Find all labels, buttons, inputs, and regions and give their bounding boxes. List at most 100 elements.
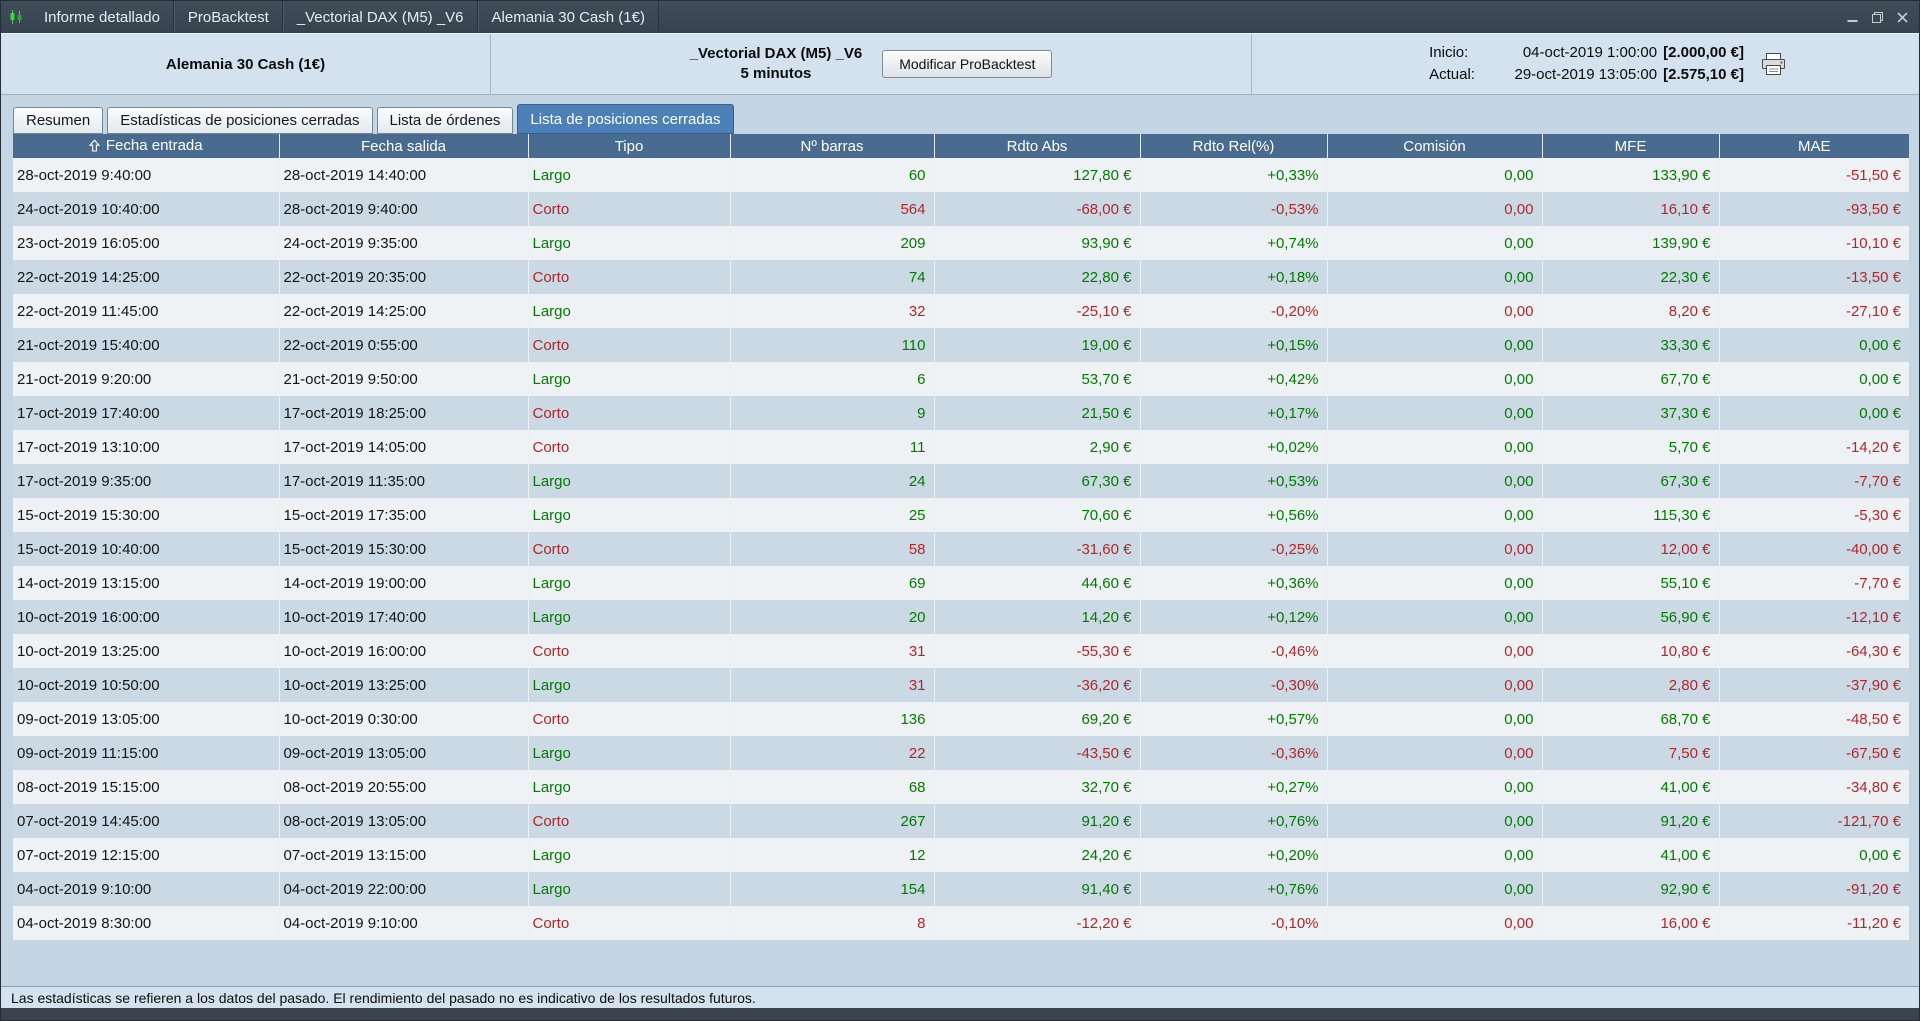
cell-rdto-abs: 44,60 € [934,566,1141,600]
cell-mfe: 139,90 € [1542,226,1720,260]
cell-mae: 0,00 € [1859,846,1901,864]
trade-row[interactable]: 17-oct-2019 17:40:00 17-oct-2019 18:25:00… [13,396,1909,430]
cell-mae: -7,70 € [1854,472,1901,490]
trade-row[interactable]: 21-oct-2019 15:40:00 22-oct-2019 0:55:00 C… [13,328,1909,362]
cell-tipo: Corto [528,192,731,226]
cell-n-barras: 25 [730,498,935,532]
trade-row[interactable]: 21-oct-2019 9:20:00 21-oct-2019 9:50:00 La… [13,362,1909,396]
trade-row[interactable]: 07-oct-2019 12:15:00 07-oct-2019 13:15:00… [13,838,1909,872]
trade-row[interactable]: 04-oct-2019 9:10:00 04-oct-2019 22:00:00 L… [13,872,1909,906]
cell-n-barras: 60 [730,158,935,192]
titlebar-item[interactable]: ProBacktest [173,1,283,33]
trade-row[interactable]: 14-oct-2019 13:15:00 14-oct-2019 19:00:00… [13,566,1909,600]
cell-fecha-entrada: 24-oct-2019 10:40:00 [13,192,280,226]
trade-row[interactable]: 22-oct-2019 11:45:00 22-oct-2019 14:25:00… [13,294,1909,328]
cell-fecha-entrada: 09-oct-2019 13:05:00 [13,702,280,736]
trade-row[interactable]: 15-oct-2019 10:40:00 15-oct-2019 15:30:00… [13,532,1909,566]
trade-row[interactable]: 10-oct-2019 10:50:00 10-oct-2019 13:25:00… [13,668,1909,702]
cell-mfe: 5,70 € [1542,430,1720,464]
cell-comision: 0,00 [1327,430,1543,464]
trade-row[interactable]: 08-oct-2019 15:15:00 08-oct-2019 20:55:00… [13,770,1909,804]
cell-comision: 0,00 [1327,702,1543,736]
column-header-fecha-entrada[interactable]: Fecha entrada [13,134,280,158]
backtest-period: Inicio: 04-oct-2019 1:00:00 [2.000,00 €]… [1429,42,1744,86]
cell-rdto-abs: 91,40 € [934,872,1141,906]
cell-comision: 0,00 [1327,906,1543,940]
trade-row[interactable]: 15-oct-2019 15:30:00 15-oct-2019 17:35:00… [13,498,1909,532]
cell-mae: -12,10 € [1845,608,1901,626]
cell-tipo: Largo [528,158,731,192]
column-header-rdto-rel-[interactable]: Rdto Rel(%) [1140,134,1328,158]
tab-lista-de-posiciones-cerradas[interactable]: Lista de posiciones cerradas [517,104,734,134]
cell-n-barras: 20 [730,600,935,634]
cell-mfe: 91,20 € [1542,804,1720,838]
cell-rdto-rel: +0,53% [1140,464,1328,498]
cell-fecha-salida: 09-oct-2019 13:05:00 [279,736,529,770]
column-header-rdto-abs[interactable]: Rdto Abs [934,134,1141,158]
cell-mfe: 55,10 € [1542,566,1720,600]
trade-row[interactable]: 04-oct-2019 8:30:00 04-oct-2019 9:10:00 Co… [13,906,1909,940]
trade-row[interactable]: 09-oct-2019 13:05:00 10-oct-2019 0:30:00 C… [13,702,1909,736]
cell-rdto-abs: 21,50 € [934,396,1141,430]
titlebar-item[interactable]: _Vectorial DAX (M5) _V6 [282,1,478,33]
cell-tipo: Largo [528,736,731,770]
close-button[interactable] [1896,11,1909,24]
cell-comision: 0,00 [1327,770,1543,804]
cell-n-barras: 9 [730,396,935,430]
cell-comision: 0,00 [1327,396,1543,430]
trade-row[interactable]: 24-oct-2019 10:40:00 28-oct-2019 9:40:00 C… [13,192,1909,226]
table-empty-area [13,940,1907,986]
trade-row[interactable]: 17-oct-2019 9:35:00 17-oct-2019 11:35:00 L… [13,464,1909,498]
cell-fecha-salida: 15-oct-2019 15:30:00 [279,532,529,566]
cell-tipo: Corto [528,634,731,668]
trade-row[interactable]: 09-oct-2019 11:15:00 09-oct-2019 13:05:00… [13,736,1909,770]
column-header-n-barras[interactable]: Nº barras [730,134,935,158]
cell-fecha-entrada: 08-oct-2019 15:15:00 [13,770,280,804]
cell-tipo: Largo [528,362,731,396]
titlebar-item[interactable]: Alemania 30 Cash (1€) [477,1,659,33]
minimize-button[interactable] [1846,11,1859,24]
column-header-fecha-salida[interactable]: Fecha salida [279,134,529,158]
trade-row[interactable]: 10-oct-2019 13:25:00 10-oct-2019 16:00:00… [13,634,1909,668]
cell-fecha-salida: 17-oct-2019 11:35:00 [279,464,529,498]
cell-tipo: Corto [528,430,731,464]
cell-fecha-entrada: 10-oct-2019 16:00:00 [13,600,280,634]
instrument-name: Alemania 30 Cash (1€) [165,55,326,73]
trade-row[interactable]: 17-oct-2019 13:10:00 17-oct-2019 14:05:00… [13,430,1909,464]
window-bottom-edge [1,1008,1919,1020]
disclaimer-bar: Las estadísticas se refieren a los datos… [1,986,1919,1008]
tab-lista-de-rdenes[interactable]: Lista de órdenes [376,107,514,134]
cell-rdto-abs: -25,10 € [934,294,1141,328]
trade-row[interactable]: 10-oct-2019 16:00:00 10-oct-2019 17:40:00… [13,600,1909,634]
cell-fecha-salida: 24-oct-2019 9:35:00 [279,226,529,260]
cell-mae: -7,70 € [1854,574,1901,592]
cell-tipo: Largo [528,464,731,498]
trade-row[interactable]: 07-oct-2019 14:45:00 08-oct-2019 13:05:00… [13,804,1909,838]
column-header-comisi-n[interactable]: Comisión [1327,134,1543,158]
cell-n-barras: 6 [730,362,935,396]
cell-mae: 0,00 € [1859,370,1901,388]
cell-mae: -37,90 € [1845,676,1901,694]
cell-n-barras: 11 [730,430,935,464]
tab-estad-sticas-de-posiciones-cerradas[interactable]: Estadísticas de posiciones cerradas [107,107,373,134]
printer-icon[interactable] [1760,52,1787,76]
trade-row[interactable]: 23-oct-2019 16:05:00 24-oct-2019 9:35:00 L… [13,226,1909,260]
cell-mfe: 67,70 € [1542,362,1720,396]
cell-tipo: Largo [528,838,731,872]
cell-fecha-entrada: 17-oct-2019 13:10:00 [13,430,280,464]
cell-rdto-rel: +0,27% [1140,770,1328,804]
titlebar-item[interactable]: Informe detallado [31,1,174,33]
cell-tipo: Largo [528,566,731,600]
modify-probacktest-button[interactable]: Modificar ProBacktest [882,50,1053,78]
restore-button[interactable] [1871,11,1884,24]
trade-row[interactable]: 28-oct-2019 9:40:00 28-oct-2019 14:40:00 L… [13,158,1909,192]
cell-n-barras: 564 [730,192,935,226]
column-header-tipo[interactable]: Tipo [528,134,731,158]
cell-fecha-salida: 21-oct-2019 9:50:00 [279,362,529,396]
column-header-mfe[interactable]: MFE [1542,134,1720,158]
trade-row[interactable]: 22-oct-2019 14:25:00 22-oct-2019 20:35:00… [13,260,1909,294]
column-header-mae[interactable]: MAE [1719,134,1909,158]
cell-tipo: Corto [528,702,731,736]
tab-resumen[interactable]: Resumen [13,107,104,134]
cell-mae: -121,70 € [1837,812,1901,830]
